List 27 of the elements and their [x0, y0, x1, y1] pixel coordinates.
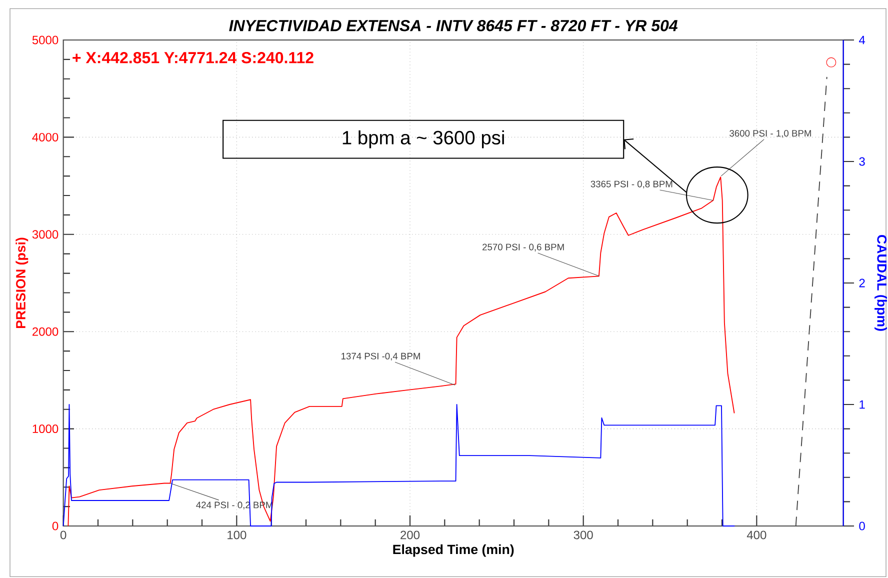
- y-tick-label: 0: [52, 522, 58, 530]
- chart-title: INYECTIVIDAD EXTENSA - INTV 8645 FT - 8720 FT - YR 504: [229, 20, 678, 32]
- annotation: 1374 PSI -0,4 BPM: [342, 352, 420, 361]
- annotation: 2570 PSI - 0,6 BPM: [482, 244, 564, 252]
- annotation: 3600 PSI - 1,0 BPM: [730, 130, 811, 138]
- annotation: 3365 PSI - 0,8 BPM: [590, 180, 672, 188]
- x-tick-label: 300: [574, 530, 593, 540]
- x-tick-label: 200: [400, 530, 420, 540]
- x-axis-title: Elapsed Time (min): [393, 544, 514, 557]
- y2-tick-label: 3: [859, 157, 865, 166]
- y-tick-label: 1000: [32, 424, 58, 434]
- y-tick-label: 3000: [32, 230, 58, 239]
- line-series: [68, 176, 735, 526]
- y2-tick-label: 2: [859, 278, 865, 288]
- y-tick-label: 4000: [32, 132, 58, 142]
- x-tick-label: 100: [228, 530, 246, 540]
- x-tick-label: 400: [746, 530, 766, 540]
- y-axis-title: PRESION (psi): [16, 238, 28, 328]
- y2-axis-title: CAUDAL (bpm): [874, 235, 887, 331]
- y-tick-label: 5000: [32, 36, 58, 44]
- y2-tick-label: 0: [859, 522, 865, 530]
- y-tick-label: 2000: [32, 327, 58, 336]
- y2-tick-label: 1: [860, 400, 865, 409]
- y2-tick-label: 4: [858, 36, 866, 44]
- annotation: + X:442.851 Y:4771.24 S:240.112: [72, 52, 314, 64]
- x-tick-label: 0: [60, 530, 66, 540]
- annotation: 1 bpm a ~ 3600 psi: [342, 130, 504, 148]
